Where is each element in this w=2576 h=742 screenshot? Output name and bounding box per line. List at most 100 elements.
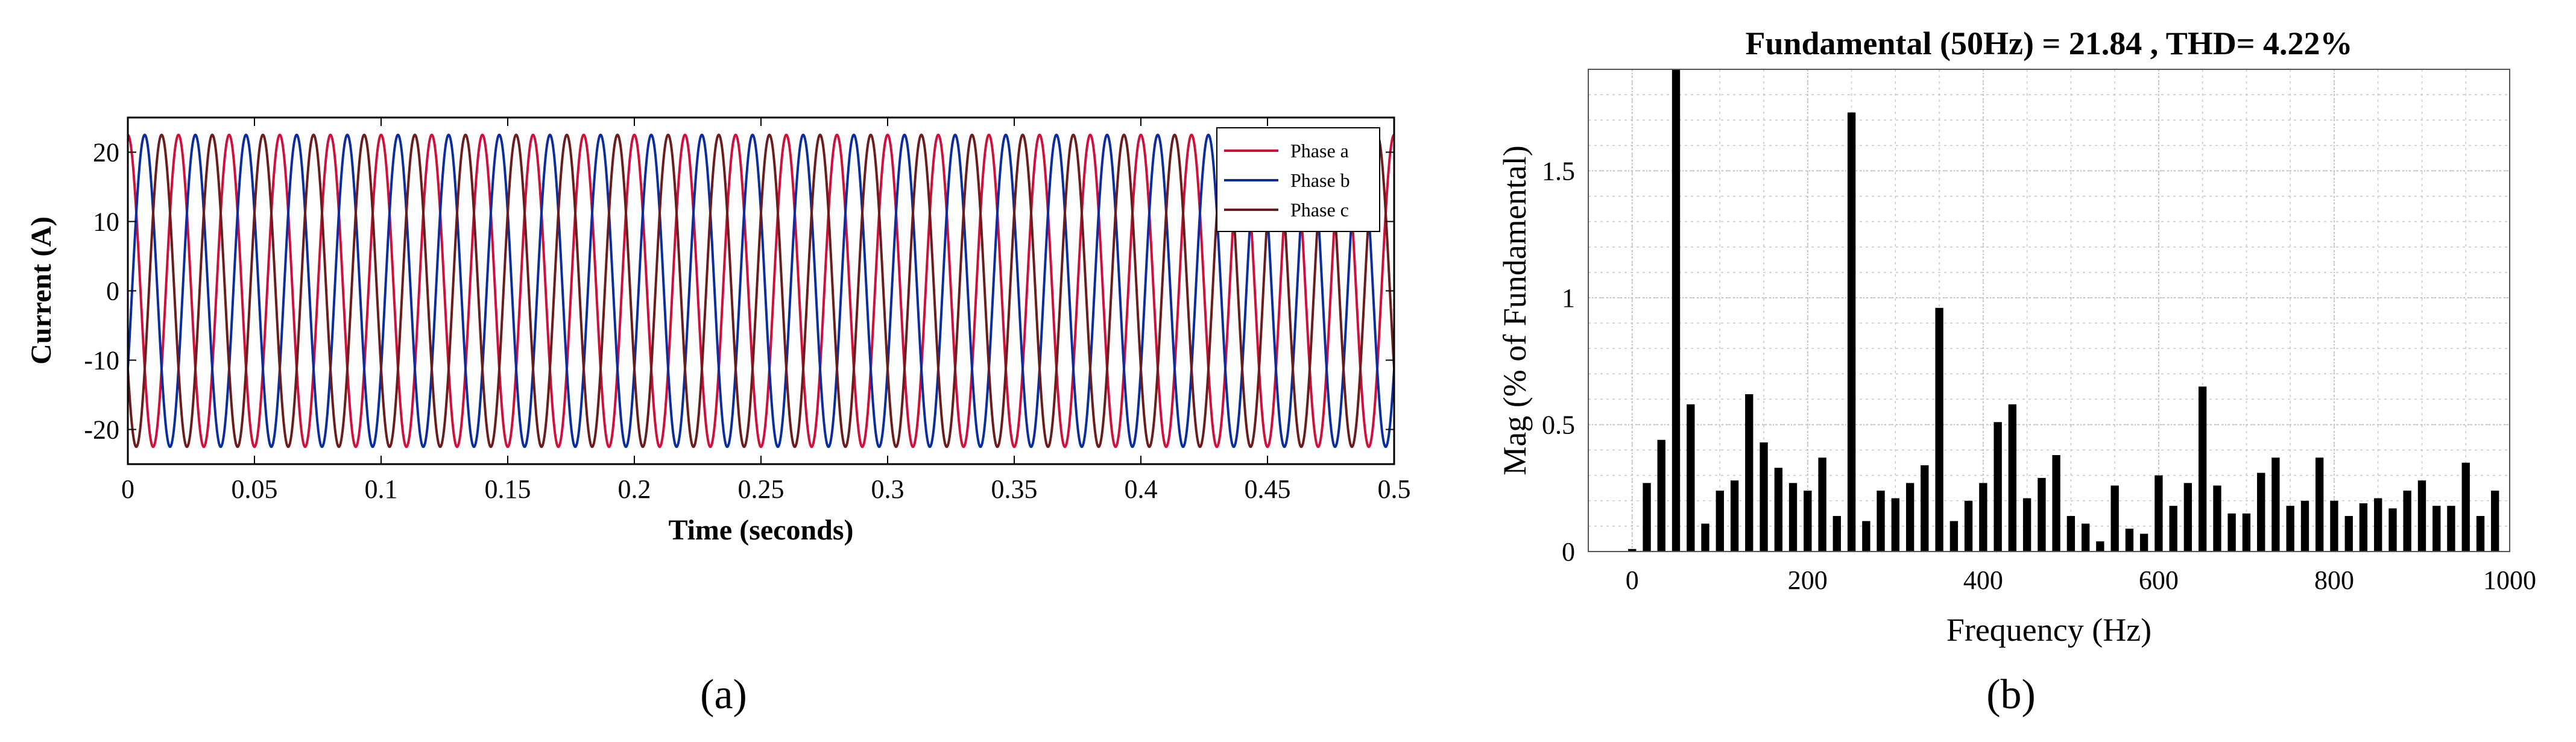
- legend-label-phase-a: Phase a: [1290, 140, 1349, 162]
- bar-966.7hz: [2476, 516, 2485, 552]
- bar-900hz: [2417, 480, 2426, 552]
- chart-a-ytick-label: 20: [93, 138, 119, 168]
- chart-a-frame: [127, 116, 1395, 465]
- bar-516.7hz: [2082, 523, 2090, 552]
- bar-33.3hz: [1657, 439, 1665, 552]
- bar-950hz: [2461, 462, 2470, 552]
- bar-50hz: [1672, 69, 1681, 552]
- bar-233.3hz: [1833, 516, 1841, 552]
- bar-800hz: [2330, 500, 2338, 552]
- chart-a-xtick-label: 0: [121, 474, 134, 504]
- bar-850hz: [2374, 498, 2382, 552]
- bar-200hz: [1804, 490, 1812, 552]
- legend-label-phase-c: Phase c: [1290, 199, 1349, 221]
- chart-b: 0 200 400 600 800 1000 0 0.5 1 1.5 Fundamental (5…: [1497, 25, 2536, 718]
- chart-a-xlabel: Time (seconds): [668, 514, 853, 546]
- chart-b-frame: [1588, 69, 2510, 552]
- legend-label-phase-b: Phase b: [1290, 169, 1350, 191]
- bar-866.7hz: [2388, 508, 2397, 552]
- chart-a-xtick-label: 0.4: [1125, 474, 1158, 504]
- bar-300hz: [1891, 498, 1899, 552]
- bar-550hz: [2110, 485, 2119, 552]
- bar-533.3hz: [2096, 541, 2104, 552]
- bar-733.3hz: [2271, 457, 2280, 552]
- chart-a-plot-area: [128, 118, 1394, 464]
- chart-b-xtick-label: 0: [1626, 565, 1639, 595]
- bar-483.3hz: [2052, 455, 2060, 552]
- chart-a-xtick-label: 0.1: [365, 474, 398, 504]
- bar-166.7hz: [1774, 468, 1783, 552]
- bar-500hz: [2066, 516, 2076, 552]
- bar-683.3hz: [2227, 513, 2236, 552]
- chart-a-ylabel: Current (A): [25, 216, 57, 365]
- bar-816.7hz: [2344, 516, 2353, 552]
- chart-b-ytick-label: 0.5: [1542, 410, 1575, 439]
- bar-633.3hz: [2183, 483, 2192, 552]
- chart-b-xtick-label: 800: [2314, 565, 2354, 595]
- chart-b-xtick-label: 200: [1788, 565, 1828, 595]
- chart-a-ytick-label: 10: [93, 207, 119, 237]
- chart-a-xtick-label: 0.15: [485, 474, 531, 504]
- chart-a-ytick-label: -20: [84, 415, 119, 445]
- chart-a-ytick-label: -10: [84, 346, 119, 376]
- bar-983.3hz: [2491, 490, 2499, 552]
- bar-400hz: [1979, 483, 1987, 552]
- bar-616.7hz: [2169, 506, 2177, 552]
- chart-a-xtick-label: 0.3: [871, 474, 904, 504]
- chart-a-ticks: 0 0.05 0.1 0.15 0.2 0.25 0.3 0.35 0.4 0.45 0.5 -20 -…: [84, 118, 1411, 504]
- chart-a-xtick-label: 0.35: [991, 474, 1038, 504]
- chart-b-xtick-label: 600: [2139, 565, 2179, 595]
- bar-266.7hz: [1862, 521, 1870, 552]
- bar-933.3hz: [2447, 506, 2455, 552]
- bar-366.7hz: [1949, 521, 1959, 552]
- chart-b-ticks: 0 200 400 600 800 1000 0 0.5 1 1.5: [1542, 156, 2536, 595]
- bar-916.7hz: [2432, 506, 2441, 552]
- chart-a-ytick-label: 0: [106, 277, 119, 306]
- chart-a-xtick-label: 0.25: [738, 474, 784, 504]
- bar-250hz: [1847, 112, 1856, 552]
- chart-a-xtick-label: 0.45: [1245, 474, 1291, 504]
- chart-b-ytick-label: 1: [1562, 283, 1575, 313]
- bar-450hz: [2022, 498, 2031, 552]
- bar-350hz: [1935, 307, 1943, 552]
- bar-16.7hz: [1643, 483, 1651, 552]
- chart-b-ytick-label: 0: [1562, 537, 1575, 567]
- bar-283.3hz: [1877, 490, 1885, 552]
- bar-183.3hz: [1788, 483, 1798, 552]
- bar-716.7hz: [2257, 473, 2265, 552]
- bar-600hz: [2155, 475, 2163, 552]
- chart-b-xlabel: Frequency (Hz): [1946, 612, 2151, 648]
- bar-566.7hz: [2125, 529, 2134, 552]
- chart-b-xtick-label: 400: [1963, 565, 2003, 595]
- bar-783.3hz: [2315, 457, 2324, 552]
- bar-700hz: [2242, 513, 2251, 552]
- chart-a-legend: Phase a Phase b Phase c: [1216, 127, 1380, 232]
- bar-466.7hz: [2038, 477, 2046, 552]
- bar-0hz: [1628, 549, 1637, 552]
- bar-650hz: [2199, 386, 2207, 552]
- chart-b-ytick-label: 1.5: [1542, 156, 1575, 186]
- chart-a-xtick-label: 0.2: [618, 474, 651, 504]
- bar-66.7hz: [1687, 404, 1695, 552]
- bar-150hz: [1760, 442, 1768, 552]
- bar-766.7hz: [2300, 500, 2309, 552]
- bar-750hz: [2286, 506, 2294, 552]
- bar-100hz: [1716, 490, 1724, 552]
- chart-a-caption: (a): [700, 671, 747, 718]
- bar-133.3hz: [1745, 394, 1754, 552]
- bar-116.7hz: [1730, 480, 1739, 552]
- bar-216.7hz: [1818, 457, 1826, 552]
- chart-b-xtick-label: 1000: [2483, 565, 2536, 595]
- bar-433.3hz: [2008, 404, 2016, 552]
- chart-b-plot-area: [1588, 69, 2510, 552]
- bar-83.3hz: [1701, 523, 1709, 552]
- chart-a: 0 0.05 0.1 0.15 0.2 0.25 0.3 0.35 0.4 0.45 0.5 -20 -…: [25, 116, 1411, 718]
- bar-333.3hz: [1921, 465, 1929, 552]
- chart-a-xtick-label: 0.5: [1378, 474, 1411, 504]
- chart-b-ylabel: Mag (% of Fundamental): [1497, 145, 1533, 475]
- bar-316.7hz: [1905, 483, 1915, 552]
- bar-666.7hz: [2213, 485, 2221, 552]
- bar-833.3hz: [2359, 503, 2368, 552]
- bar-416.7hz: [1994, 422, 2002, 552]
